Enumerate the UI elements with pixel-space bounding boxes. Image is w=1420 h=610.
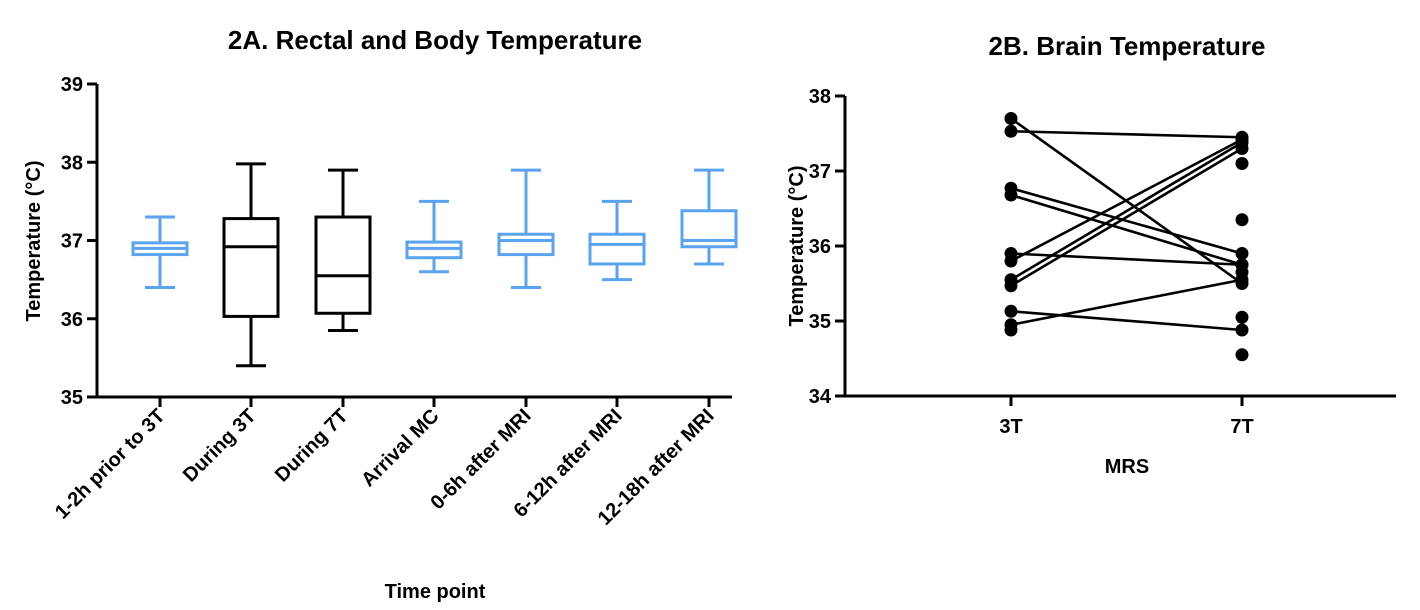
panel-2b: 2B. Brain Temperature Temperature (°C) M… [786,31,1396,478]
x-axis-title-2a: Time point [385,581,486,603]
x-category-label-2a: During 7T [271,405,353,487]
y-tick-label-2b: 34 [809,386,832,408]
x-axis-title-2b: MRS [1105,456,1149,478]
point-3t [1004,188,1018,202]
pair-line [1010,309,1243,332]
pair-line [1010,193,1243,266]
y-tick-label-2a: 38 [61,152,83,174]
point-7t [1235,323,1249,337]
point-7t [1235,265,1249,279]
point-7t [1235,310,1249,324]
iqr-box [680,209,738,249]
axes-2a: 35 36 37 38 39 1-2h prior to 3T During 3T Durin… [51,74,732,530]
box-plot-2a [131,215,189,289]
iqr-box [222,217,280,318]
iqr-box [588,232,646,266]
x-category-label-2a: 1-2h prior to 3T [51,405,169,523]
y-tick-label-2b: 38 [809,86,831,108]
point-7t [1235,348,1249,362]
y-tick-label-2a: 37 [61,231,83,253]
y-tick-label-2b: 37 [809,161,831,183]
box-plot-2a [588,199,646,282]
point-7t [1235,157,1249,170]
pair-lines-2b [1010,117,1243,332]
point-3t [1004,304,1018,318]
x-category-label-2a: During 3T [179,405,261,487]
chart-title-2a: 2A. Rectal and Body Temperature [228,25,642,55]
y-axis-title-2b: Temperature (°C) [786,166,808,327]
box-plot-2a [680,168,738,266]
panel-2a: 2A. Rectal and Body Temperature Temperat… [23,25,738,603]
axes-2b: 34 35 36 37 38 3T 7T [809,86,1396,438]
box-plot-2a [405,199,463,274]
box-plot-2a [314,168,372,332]
pair-line [1010,129,1243,139]
pair-line [1010,278,1243,327]
box-plot-2a [222,162,280,368]
point-3t [1004,279,1018,293]
iqr-box [405,240,463,260]
point-7t [1235,247,1249,260]
box-plot-2a [497,168,555,289]
point-7t [1235,142,1249,155]
points-2b [1004,112,1249,362]
y-tick-label-2a: 35 [61,387,83,409]
y-tick-label-2b: 35 [809,311,831,333]
point-3t [1004,124,1018,138]
pair-line [1010,186,1243,255]
boxes-2a [131,162,738,368]
y-tick-label-2a: 36 [61,309,83,331]
x-category-label-2a: Arrival MC [357,405,443,491]
y-tick-label-2a: 39 [61,74,83,96]
pair-line [1010,138,1243,263]
x-category-label-2b: 7T [1230,416,1253,438]
point-3t [1004,254,1018,268]
point-3t [1004,112,1018,125]
point-7t [1235,213,1249,227]
pair-line [1010,147,1243,287]
pair-line [1010,141,1243,281]
x-category-label-2b: 3T [999,416,1022,438]
iqr-box [497,232,555,257]
y-axis-title-2a: Temperature (°C) [23,161,45,322]
chart-title-2b: 2B. Brain Temperature [989,31,1266,61]
iqr-box [314,215,372,315]
y-tick-label-2b: 36 [809,236,831,258]
point-3t [1004,323,1018,337]
